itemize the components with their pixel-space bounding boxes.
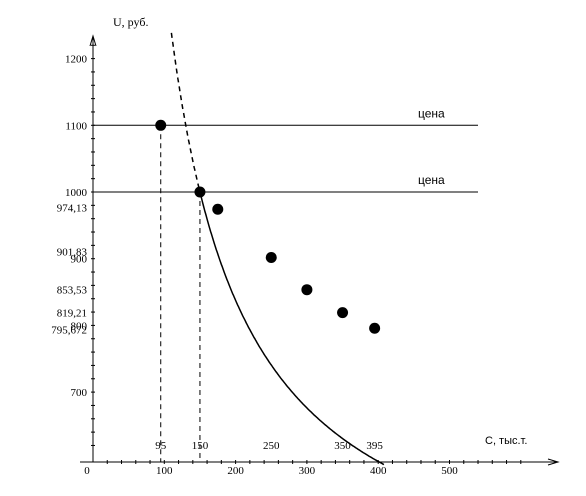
y-point-label: 901,83 bbox=[57, 246, 88, 258]
y-tick-label: 700 bbox=[71, 387, 88, 399]
axes bbox=[80, 34, 560, 466]
labels: 700 800 900 1000 1100 1200 0 100 200 300 400 500 цен… bbox=[51, 15, 527, 477]
y-point-label: 853,53 bbox=[57, 285, 88, 297]
x-tick-label: 100 bbox=[156, 465, 173, 477]
data-point bbox=[337, 307, 349, 319]
x-tick-label: 400 bbox=[370, 465, 387, 477]
y-point-label: 795,672 bbox=[51, 324, 87, 336]
data-point bbox=[194, 186, 206, 198]
y-tick-label: 900 bbox=[71, 254, 88, 266]
x-origin-label: 0 bbox=[84, 465, 90, 477]
x-tick-label: 200 bbox=[227, 465, 244, 477]
x-point-label: 95 bbox=[155, 440, 167, 452]
data-point bbox=[265, 251, 277, 263]
drop-lines bbox=[160, 125, 201, 462]
x-tick-label: 500 bbox=[441, 465, 458, 477]
y-tick-label: 1000 bbox=[65, 187, 88, 199]
curve-solid bbox=[199, 191, 385, 466]
data-point bbox=[212, 203, 224, 215]
y-axis-arrow bbox=[89, 34, 97, 47]
y-tick-label: 1100 bbox=[65, 120, 87, 132]
y-point-label: 819,21 bbox=[57, 308, 87, 320]
x-point-label: 350 bbox=[334, 440, 351, 452]
y-point-label: 974,13 bbox=[57, 202, 88, 214]
data-point bbox=[369, 322, 381, 334]
curves bbox=[170, 32, 385, 466]
y-axis-title: U, руб. bbox=[113, 15, 148, 29]
x-tick-label: 300 bbox=[299, 465, 316, 477]
y-tick-label: 1200 bbox=[65, 54, 88, 66]
curve-dashed bbox=[170, 32, 201, 193]
price-line-label: цена bbox=[418, 173, 445, 187]
data-points bbox=[155, 119, 381, 334]
y-tick-label: 800 bbox=[71, 320, 88, 332]
x-axis-title: С, тыс.т. bbox=[485, 435, 527, 447]
x-point-label: 250 bbox=[263, 440, 280, 452]
data-point bbox=[155, 119, 167, 131]
data-point bbox=[301, 284, 313, 296]
price-line-label: цена bbox=[418, 106, 445, 120]
x-point-label: 150 bbox=[192, 440, 209, 452]
x-point-label: 395 bbox=[366, 440, 383, 452]
x-axis-arrow bbox=[547, 458, 560, 466]
